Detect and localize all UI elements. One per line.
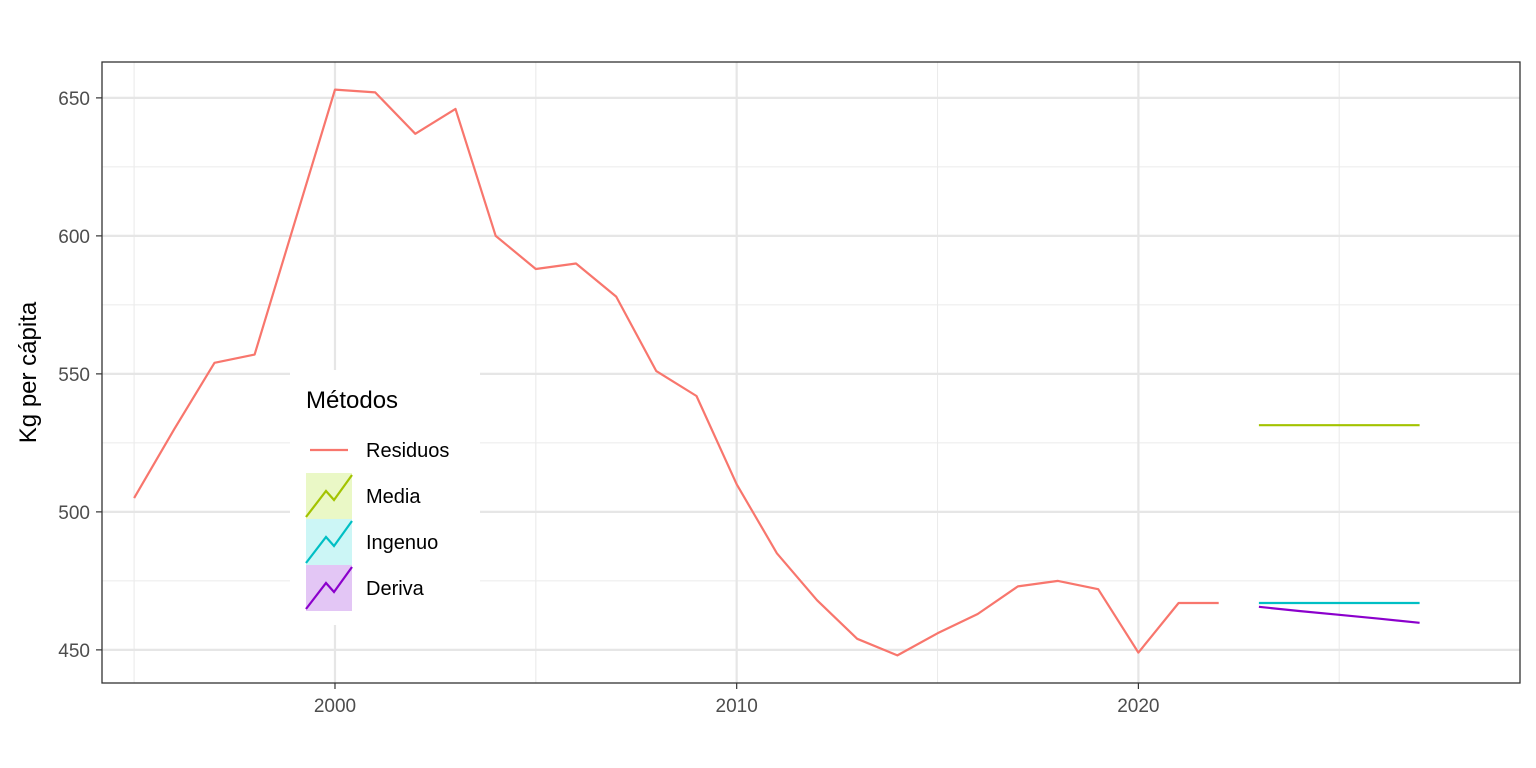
legend-key-line-media [305,474,353,518]
legend-entries: Residuos Media Ingenuo Deriva [305,440,449,611]
legend-title: Métodos [306,387,398,414]
series-line-deriva [1258,605,1420,624]
legend-entry-media: Media [305,473,421,519]
y-tick-label: 650 [58,89,90,110]
minor-gridlines [102,62,1520,683]
series-layer [133,88,1420,657]
legend-key-line-ingenuo [305,520,353,564]
x-axis-ticks: 2000 2010 2020 [314,683,1160,717]
legend-label-deriva: Deriva [366,578,425,600]
legend-label-ingenuo: Ingenuo [366,532,438,554]
legend-label-media: Media [366,486,421,508]
x-tick-label: 2020 [1117,696,1159,717]
legend-key-line-deriva [305,566,353,610]
y-tick-label: 550 [58,365,90,386]
series-line-residuos [133,88,1219,657]
y-axis-title: Kg per cápita [15,301,42,443]
y-tick-label: 600 [58,227,90,248]
legend-entry-residuos: Residuos [310,440,449,462]
x-tick-label: 2010 [716,696,758,717]
y-axis-ticks: 450 500 550 600 650 [58,89,102,662]
x-tick-label: 2000 [314,696,356,717]
plot-panel-border [101,61,1521,684]
legend-entry-ingenuo: Ingenuo [305,519,438,565]
y-tick-label: 500 [58,503,90,524]
legend-entry-deriva: Deriva [305,565,425,611]
major-gridlines [102,62,1520,683]
legend: Métodos Residuos Media Ingenuo Deriva [290,370,480,625]
y-tick-label: 450 [58,641,90,662]
legend-label-residuos: Residuos [366,440,449,462]
